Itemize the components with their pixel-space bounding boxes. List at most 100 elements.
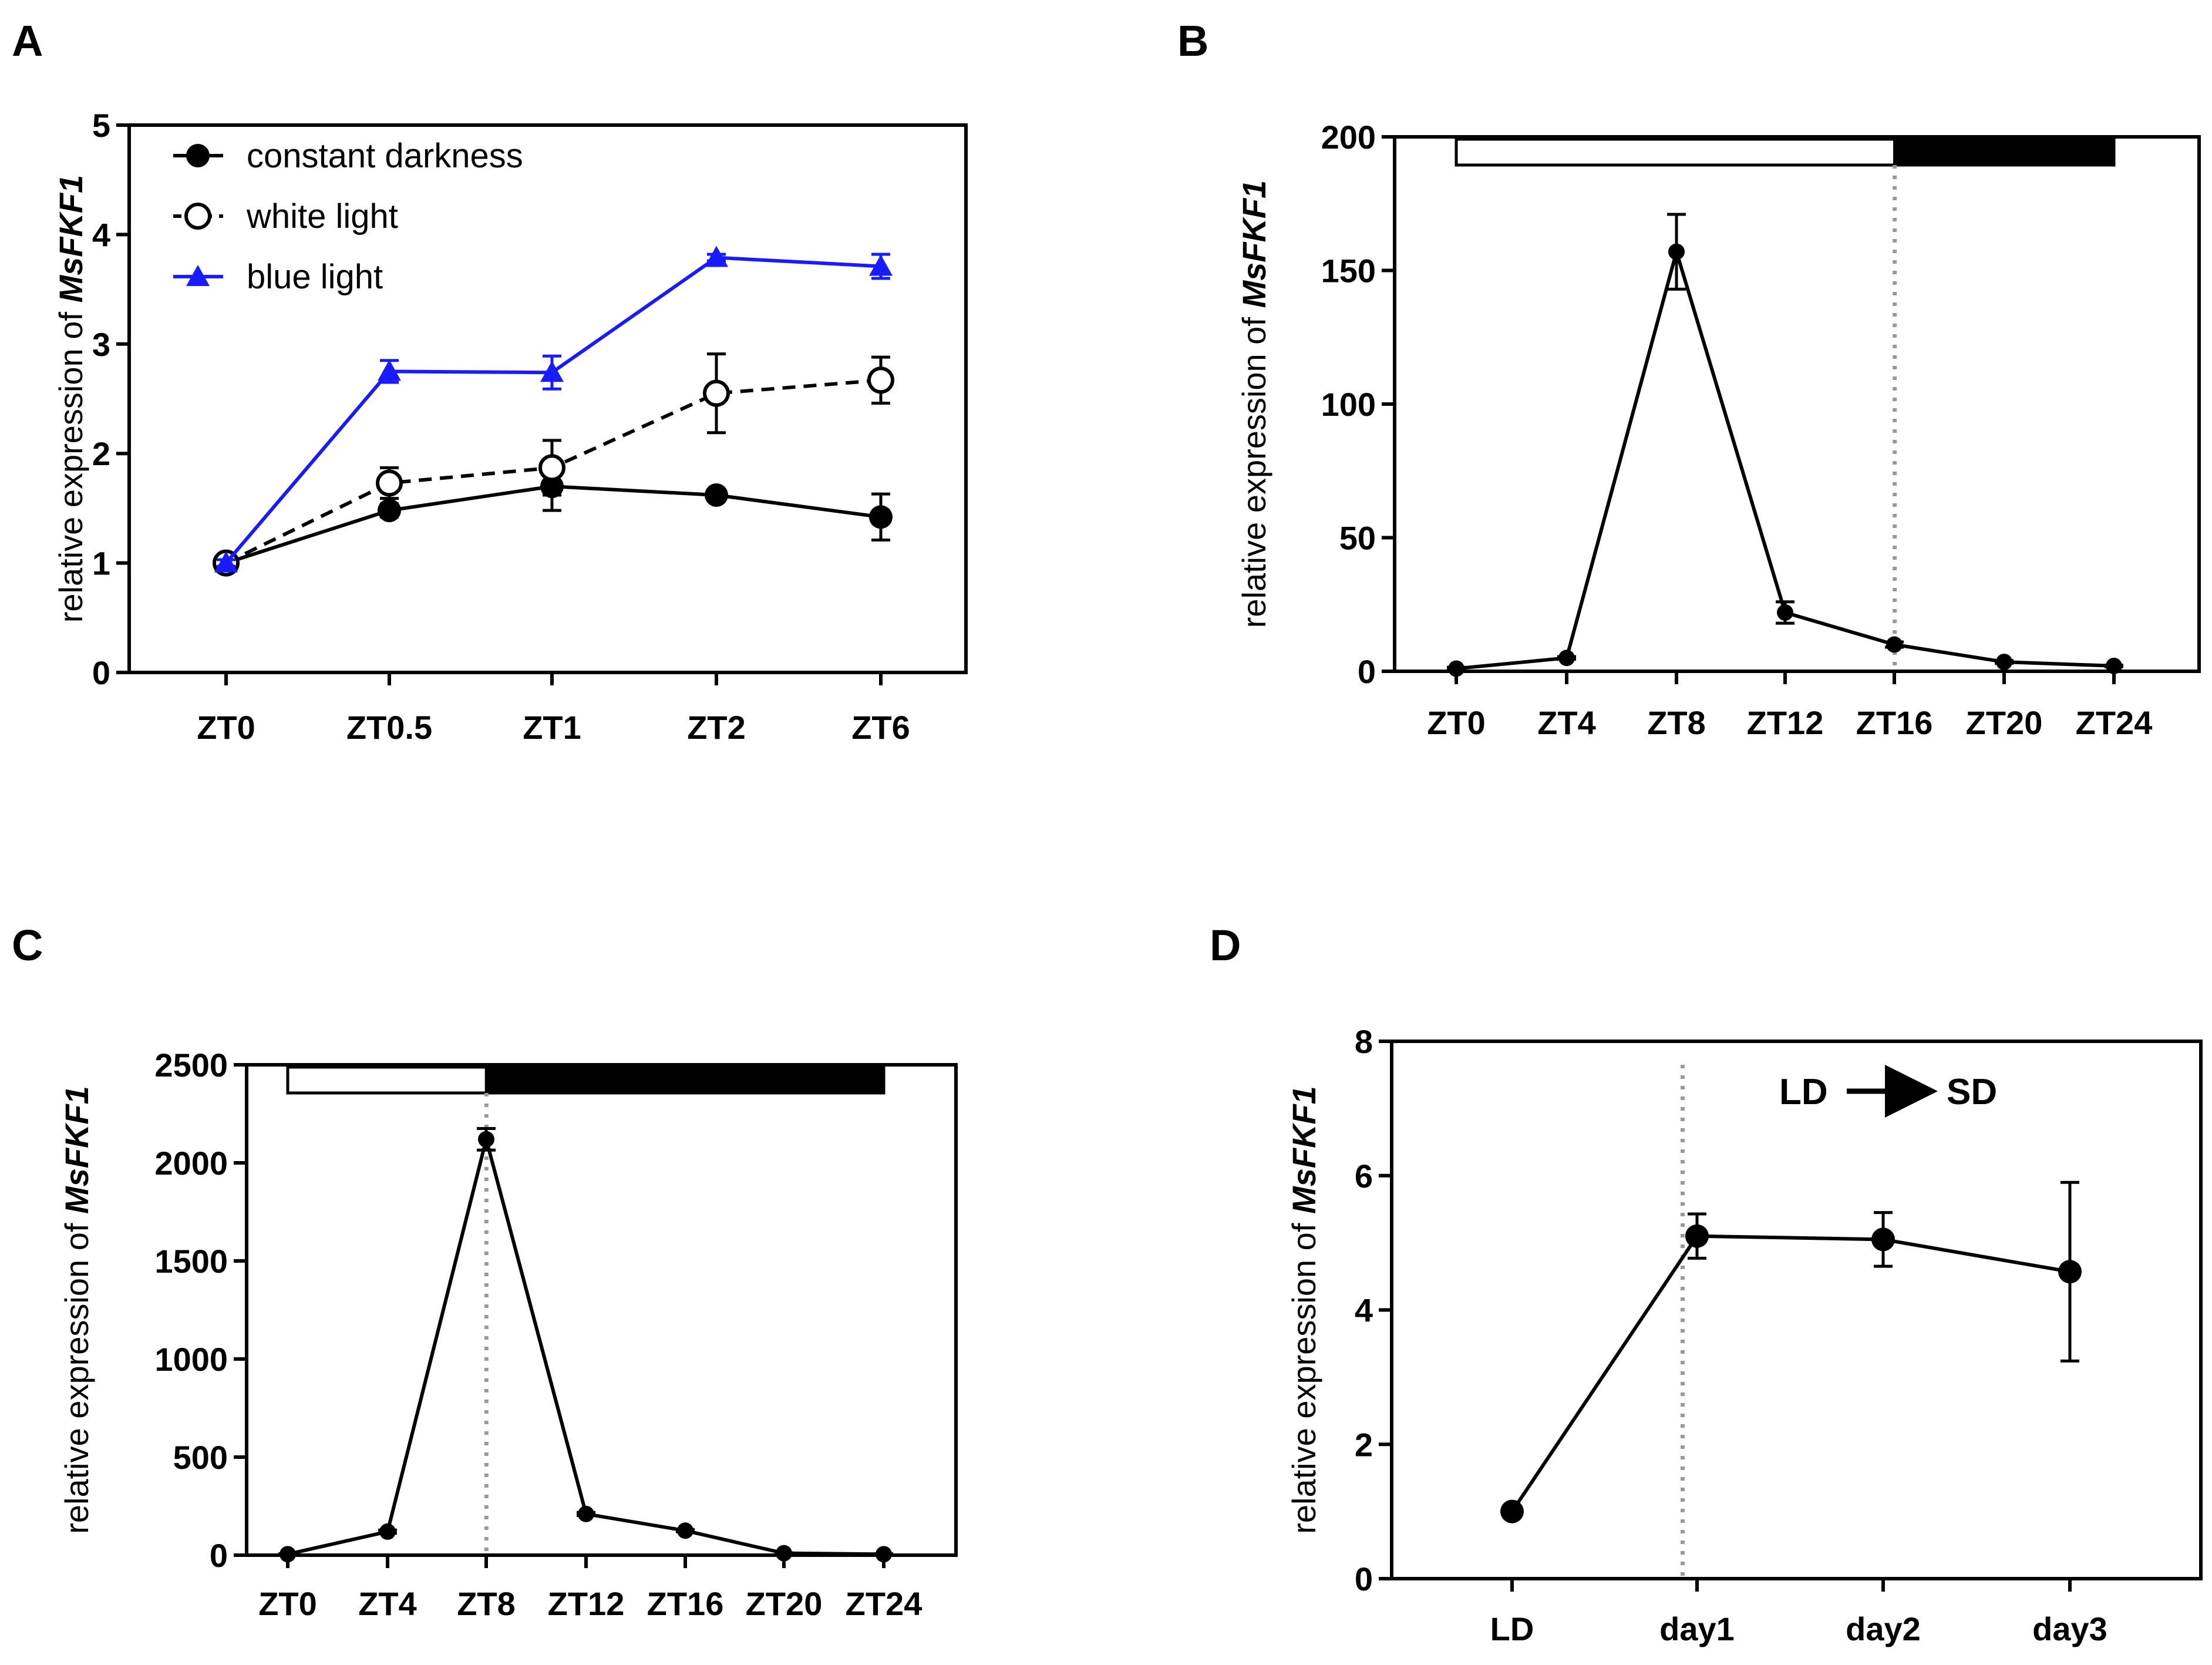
x-tick-label: ZT8 <box>457 1585 516 1622</box>
x-tick-label: ZT6 <box>851 709 910 746</box>
y-tick-label: 2500 <box>154 1047 228 1084</box>
data-point <box>869 254 893 276</box>
data-point <box>1871 1227 1895 1252</box>
series-0 <box>1500 1180 2082 1523</box>
y-tick-label: 0 <box>1358 653 1376 690</box>
legend-label: white light <box>246 197 398 236</box>
data-point <box>1448 660 1464 677</box>
data-point <box>876 1546 892 1563</box>
x-tick-label: ZT20 <box>746 1585 823 1622</box>
panel-d-plot: 0 2 4 6 8 LD day1 day2 day3 relative expression o… <box>1285 1023 2203 1647</box>
panel-b-letter: B <box>1177 16 1208 65</box>
data-point <box>705 483 728 507</box>
x-tick-label: day2 <box>1846 1610 1921 1647</box>
dark-period-bar <box>1893 137 2116 167</box>
x-tick-label: ZT12 <box>1747 704 1824 741</box>
panel-c: C 0 500 1000 1500 2000 2500 ZT0 ZT4 ZT8 ZT12 ZT16 Z… <box>12 921 958 1622</box>
legend-label: blue light <box>247 258 383 296</box>
y-tick-label: 2000 <box>154 1145 228 1182</box>
x-tick-label: ZT4 <box>1537 704 1596 741</box>
y-axis-label: relative expression of MsFKF1 <box>52 175 89 623</box>
y-axis-label: relative expression of MsFKF1 <box>1235 180 1272 628</box>
data-point <box>538 454 565 482</box>
legend-marker <box>186 265 210 286</box>
x-tick-label: ZT0 <box>197 709 255 746</box>
legend-label: constant darkness <box>247 137 523 175</box>
panel-a: A 0 1 2 3 4 5 ZT0 ZT0.5 ZT1 ZT2 ZT6 relative expres… <box>12 16 968 746</box>
plot-frame <box>245 1063 958 1557</box>
series-line <box>224 255 881 564</box>
x-tick-label: ZT0 <box>258 1585 317 1622</box>
data-point <box>1685 1224 1709 1248</box>
panel-d: D 0 2 4 6 8 LD day1 day2 day3 relative expression… <box>1210 921 2203 1647</box>
series-line <box>1510 1234 2070 1513</box>
y-tick-label: 0 <box>92 654 110 691</box>
y-tick-label: 8 <box>1355 1023 1373 1060</box>
data-point <box>1886 636 1903 653</box>
x-tick-label: ZT12 <box>548 1585 625 1622</box>
y-tick-label: 3 <box>92 326 110 363</box>
data-point <box>705 245 728 267</box>
data-point <box>214 551 238 573</box>
data-point <box>776 1545 792 1562</box>
series-0 <box>1447 213 2123 677</box>
data-point <box>540 361 564 382</box>
panel-a-plot: 0 1 2 3 4 5 ZT0 ZT0.5 ZT1 ZT2 ZT6 relative expressi… <box>52 107 968 746</box>
data-point <box>280 1546 296 1563</box>
data-point <box>1558 650 1575 667</box>
legend: constant darkness white light blue light <box>173 137 523 296</box>
data-point <box>1500 1499 1524 1523</box>
panel-b: B 0 50 100 150 200 ZT0 ZT4 ZT8 ZT12 ZT16 ZT20 ZT24 r… <box>1177 16 2201 741</box>
x-tick-label: ZT4 <box>358 1585 417 1622</box>
x-tick-label: ZT0 <box>1427 704 1486 741</box>
data-point <box>867 366 894 394</box>
data-point <box>478 1131 494 1148</box>
data-point <box>703 379 730 407</box>
y-tick-label: 5 <box>92 107 110 144</box>
x-tick-label: ZT1 <box>523 709 581 746</box>
y-tick-label: 200 <box>1321 119 1376 156</box>
x-tick-label: ZT0.5 <box>346 709 432 746</box>
y-tick-label: 1000 <box>154 1341 228 1378</box>
plot-frame <box>1393 135 2201 673</box>
y-tick-label: 6 <box>1355 1158 1373 1195</box>
x-tick-label: day3 <box>2032 1610 2107 1647</box>
panel-c-letter: C <box>12 921 43 970</box>
y-tick-label: 2 <box>92 435 110 472</box>
x-tick-label: ZT24 <box>2076 704 2153 741</box>
data-point <box>2058 1260 2082 1284</box>
data-point <box>376 469 403 497</box>
x-tick-label: day1 <box>1659 1610 1735 1647</box>
legend-marker <box>186 144 210 167</box>
data-point <box>1996 654 2012 671</box>
data-point <box>378 499 401 523</box>
y-axis-label: relative expression of MsFKF1 <box>58 1086 95 1534</box>
plot-frame <box>1390 1040 2203 1580</box>
y-tick-label: 0 <box>210 1537 228 1574</box>
legend-marker <box>184 203 211 230</box>
x-tick-label: ZT8 <box>1647 704 1706 741</box>
panel-b-plot: 0 50 100 150 200 ZT0 ZT4 ZT8 ZT12 ZT16 ZT20 ZT24 rel… <box>1235 119 2201 741</box>
y-axis-label: relative expression of MsFKF1 <box>1285 1086 1322 1534</box>
dark-period-bar <box>484 1065 886 1095</box>
y-tick-label: 4 <box>1355 1292 1373 1329</box>
data-point <box>379 1523 396 1540</box>
x-tick-label: ZT20 <box>1966 704 2043 741</box>
x-tick-label: LD <box>1490 1610 1534 1647</box>
light-period-bar <box>286 1065 488 1095</box>
series-line <box>287 1132 884 1556</box>
y-tick-label: 500 <box>173 1439 228 1476</box>
plot-frame <box>127 123 968 674</box>
x-tick-label: ZT16 <box>647 1585 724 1622</box>
y-tick-label: 1500 <box>154 1243 228 1280</box>
y-tick-label: 100 <box>1321 386 1376 423</box>
series-2 <box>214 245 893 573</box>
panel-d-letter: D <box>1210 921 1241 970</box>
panel-a-letter: A <box>12 16 43 65</box>
data-point <box>378 359 401 381</box>
y-tick-label: 0 <box>1355 1560 1373 1597</box>
y-tick-label: 4 <box>92 216 110 253</box>
x-tick-label: ZT24 <box>846 1585 922 1622</box>
data-point <box>578 1505 594 1522</box>
